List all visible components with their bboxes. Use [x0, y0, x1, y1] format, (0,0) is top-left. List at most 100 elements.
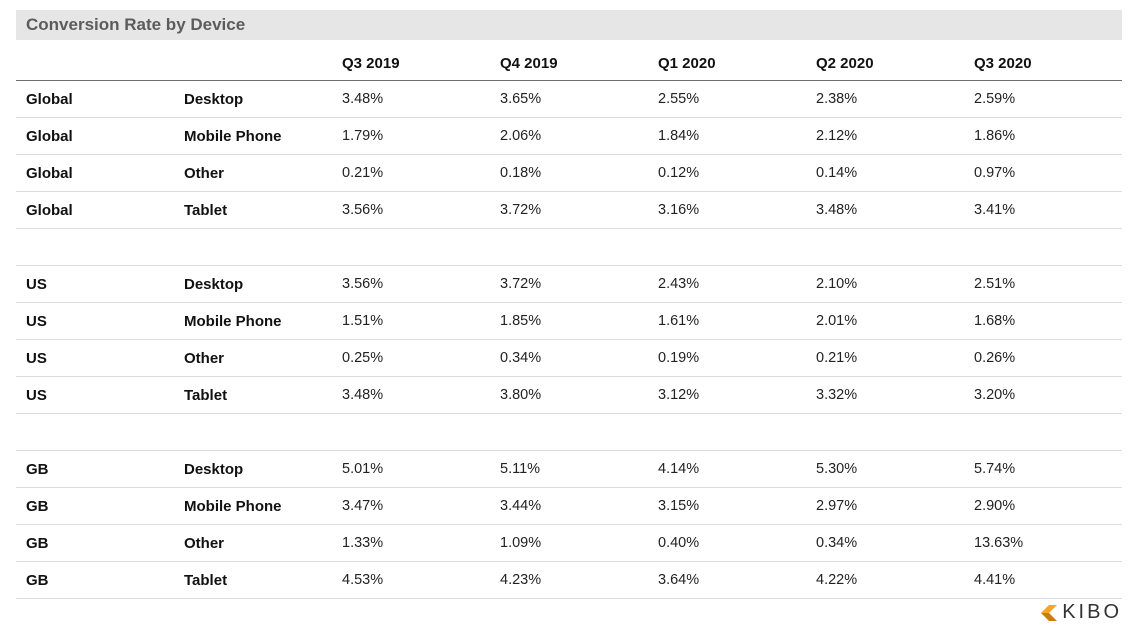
column-header-q2-2020: Q2 2020 — [816, 55, 874, 72]
value-cell: 1.61% — [658, 313, 700, 329]
value-cell: 4.53% — [342, 572, 384, 588]
value-cell: 4.41% — [974, 572, 1016, 588]
kibo-logo: KIBO — [1041, 601, 1122, 624]
value-cell: 3.47% — [342, 498, 384, 514]
table-row: GB Other 1.33% 1.09% 0.40% 0.34% 13.63% — [16, 525, 1122, 562]
value-cell: 2.97% — [816, 498, 858, 514]
value-cell: 1.68% — [974, 313, 1016, 329]
value-cell: 3.80% — [500, 387, 542, 403]
value-cell: 1.84% — [658, 128, 700, 144]
value-cell: 3.65% — [500, 91, 542, 107]
region-cell: Global — [26, 201, 73, 219]
value-cell: 3.56% — [342, 276, 384, 292]
value-cell: 3.72% — [500, 276, 542, 292]
column-header-q4-2019: Q4 2019 — [500, 55, 558, 72]
table-row: GB Tablet 4.53% 4.23% 3.64% 4.22% 4.41% — [16, 562, 1122, 599]
value-cell: 0.19% — [658, 350, 700, 366]
value-cell: 0.21% — [816, 350, 858, 366]
table-body: Global Desktop 3.48% 3.65% 2.55% 2.38% 2.59% Gl… — [16, 81, 1122, 599]
value-cell: 2.01% — [816, 313, 858, 329]
region-cell: GB — [26, 534, 49, 552]
device-cell: Tablet — [184, 201, 228, 219]
column-header-q3-2020: Q3 2020 — [974, 55, 1032, 72]
value-cell: 2.59% — [974, 91, 1016, 107]
value-cell: 0.97% — [974, 165, 1016, 181]
region-cell: US — [26, 349, 47, 367]
table-header-row: Q3 2019 Q4 2019 Q1 2020 Q2 2020 Q3 2020 — [16, 48, 1122, 81]
device-cell: Mobile Phone — [184, 497, 282, 515]
value-cell: 2.55% — [658, 91, 700, 107]
value-cell: 0.26% — [974, 350, 1016, 366]
group-spacer — [16, 229, 1122, 266]
value-cell: 2.51% — [974, 276, 1016, 292]
value-cell: 1.85% — [500, 313, 542, 329]
value-cell: 1.09% — [500, 535, 542, 551]
value-cell: 3.48% — [816, 202, 858, 218]
value-cell: 1.33% — [342, 535, 384, 551]
region-cell: Global — [26, 127, 73, 145]
device-cell: Mobile Phone — [184, 312, 282, 330]
region-cell: US — [26, 386, 47, 404]
value-cell: 1.79% — [342, 128, 384, 144]
table-row: GB Mobile Phone 3.47% 3.44% 3.15% 2.97% 2.90% — [16, 488, 1122, 525]
value-cell: 0.21% — [342, 165, 384, 181]
value-cell: 4.23% — [500, 572, 542, 588]
value-cell: 2.12% — [816, 128, 858, 144]
device-cell: Tablet — [184, 571, 228, 589]
region-cell: GB — [26, 571, 49, 589]
device-cell: Other — [184, 534, 225, 552]
value-cell: 0.18% — [500, 165, 542, 181]
column-header-q3-2019: Q3 2019 — [342, 55, 400, 72]
value-cell: 0.14% — [816, 165, 858, 181]
value-cell: 3.48% — [342, 387, 384, 403]
value-cell: 3.44% — [500, 498, 542, 514]
value-cell: 3.72% — [500, 202, 542, 218]
value-cell: 2.10% — [816, 276, 858, 292]
value-cell: 2.43% — [658, 276, 700, 292]
table-row: US Tablet 3.48% 3.80% 3.12% 3.32% 3.20% — [16, 377, 1122, 414]
value-cell: 2.90% — [974, 498, 1016, 514]
value-cell: 2.38% — [816, 91, 858, 107]
value-cell: 3.56% — [342, 202, 384, 218]
table-title: Conversion Rate by Device — [26, 15, 246, 34]
device-cell: Tablet — [184, 386, 228, 404]
value-cell: 5.11% — [500, 461, 541, 477]
device-cell: Desktop — [184, 90, 244, 108]
value-cell: 2.06% — [500, 128, 542, 144]
value-cell: 5.74% — [974, 461, 1016, 477]
value-cell: 3.20% — [974, 387, 1016, 403]
value-cell: 1.51% — [342, 313, 384, 329]
value-cell: 0.40% — [658, 535, 700, 551]
device-cell: Other — [184, 349, 225, 367]
region-cell: Global — [26, 164, 73, 182]
device-cell: Desktop — [184, 275, 244, 293]
group-spacer — [16, 414, 1122, 451]
region-cell: Global — [26, 90, 73, 108]
column-header-q1-2020: Q1 2020 — [658, 55, 716, 72]
value-cell: 3.64% — [658, 572, 700, 588]
value-cell: 4.14% — [658, 461, 700, 477]
value-cell: 0.25% — [342, 350, 384, 366]
device-cell: Mobile Phone — [184, 127, 282, 145]
value-cell: 3.41% — [974, 202, 1016, 218]
region-cell: US — [26, 312, 47, 330]
kibo-mark-icon — [1041, 604, 1058, 621]
value-cell: 5.01% — [342, 461, 384, 477]
value-cell: 1.86% — [974, 128, 1016, 144]
kibo-logo-text: KIBO — [1062, 601, 1122, 623]
value-cell: 3.15% — [658, 498, 700, 514]
table-row: Global Mobile Phone 1.79% 2.06% 1.84% 2.12% 1.… — [16, 118, 1122, 155]
conversion-table: Q3 2019 Q4 2019 Q1 2020 Q2 2020 Q3 2020 … — [16, 48, 1122, 599]
title-bar: Conversion Rate by Device — [16, 10, 1122, 40]
value-cell: 3.12% — [658, 387, 700, 403]
region-cell: GB — [26, 460, 49, 478]
table-row: Global Desktop 3.48% 3.65% 2.55% 2.38% 2.59% — [16, 81, 1122, 118]
region-cell: US — [26, 275, 47, 293]
table-row: US Desktop 3.56% 3.72% 2.43% 2.10% 2.51% — [16, 266, 1122, 303]
value-cell: 0.34% — [816, 535, 858, 551]
value-cell: 0.34% — [500, 350, 542, 366]
region-cell: GB — [26, 497, 49, 515]
value-cell: 3.16% — [658, 202, 700, 218]
table-row: US Mobile Phone 1.51% 1.85% 1.61% 2.01% 1.68% — [16, 303, 1122, 340]
value-cell: 3.48% — [342, 91, 384, 107]
